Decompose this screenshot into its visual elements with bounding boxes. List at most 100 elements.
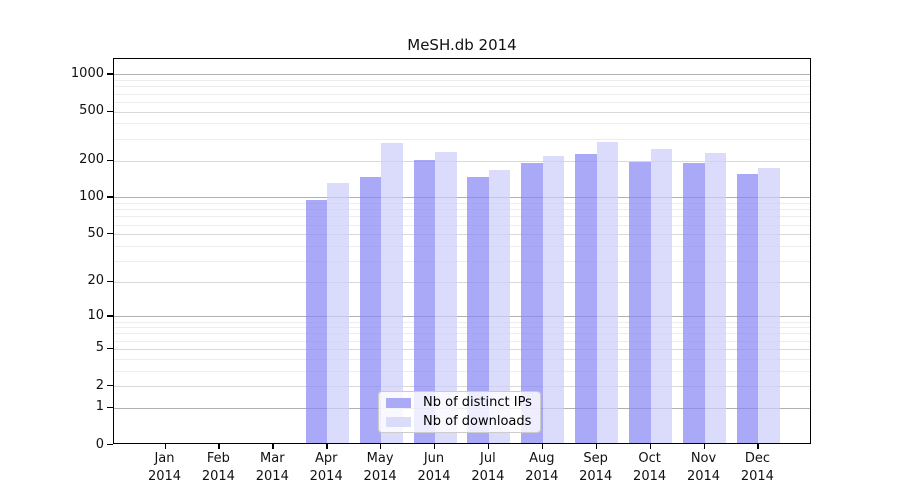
gridline [114,209,810,211]
gridline [114,358,810,360]
gridline [114,333,810,335]
gridline [114,74,810,76]
y-tick-label: 50 [87,225,104,241]
x-tick-month: Oct [638,451,661,466]
y-tick-label: 1 [95,399,104,415]
y-tick-mark [107,196,113,198]
gridline [114,245,810,247]
y-tick-mark [107,315,113,317]
x-tick-month: Aug [529,451,555,466]
y-tick-mark [107,233,113,235]
x-tick-year: 2014 [363,469,397,484]
y-tick-label: 200 [79,152,104,167]
legend: Nb of distinct IPs Nb of downloads [378,391,541,433]
gridline [114,80,810,81]
x-tick-mark [487,444,490,449]
legend-label-distinct-ips: Nb of distinct IPs [423,395,532,410]
legend-label-downloads: Nb of downloads [423,414,532,429]
x-tick-mark [649,444,651,449]
y-tick-label: 5 [95,340,104,356]
gridline [114,216,810,218]
bar-downloads-jun [435,152,457,443]
gridline [114,101,810,103]
bar-ips-aug [521,163,543,443]
x-tick-label: Mar 2014 [236,450,308,486]
y-tick-mark [107,280,113,283]
x-tick-label: Apr 2014 [290,450,362,486]
gridline [114,138,810,140]
y-tick-mark [107,347,113,350]
x-tick-year: 2014 [525,469,559,484]
legend-item-downloads: Nb of downloads [386,414,540,430]
y-tick-label: 2 [95,377,104,393]
x-tick-year: 2014 [147,469,182,484]
x-tick-mark [434,444,436,449]
bar-downloads-aug [542,156,565,443]
gridline [114,123,810,125]
y-tick-label: 20 [87,273,104,289]
x-tick-month: Sep [583,451,608,466]
x-tick-year: 2014 [255,469,289,484]
x-tick-label: May 2014 [344,450,416,486]
y-tick-mark [107,73,113,75]
x-tick-mark [380,444,382,449]
x-tick-year: 2014 [417,469,451,484]
x-tick-month: Apr [314,451,338,466]
gridline [114,386,810,388]
x-tick-year: 2014 [740,469,774,484]
x-tick-mark [757,444,759,449]
x-tick-label: Sep 2014 [560,450,632,486]
x-tick-mark [595,444,598,449]
gridline [114,327,810,329]
x-tick-label: Dec 2014 [721,450,793,486]
x-tick-month: Nov [690,451,717,466]
x-tick-label: Feb 2014 [182,450,254,486]
gridline [114,224,810,226]
gridline [114,281,810,283]
y-tick-mark [107,110,113,112]
x-tick-mark [326,444,328,449]
gridline [114,197,810,199]
y-tick-mark [107,385,113,387]
x-tick-month: Feb [206,451,230,466]
gridline [114,370,810,372]
x-tick-mark [703,444,705,449]
gridline [114,321,810,323]
x-tick-label: Aug 2014 [506,450,578,486]
x-tick-label: Nov 2014 [668,450,740,486]
bar-ips-dec [736,173,759,443]
legend-item-distinct-ips: Nb of distinct IPs [386,395,540,411]
x-tick-month: Dec [744,451,770,466]
gridline [114,160,810,162]
x-tick-mark [541,444,544,449]
x-tick-month: Jun [423,451,445,466]
bar-downloads-apr [327,183,349,443]
x-tick-year: 2014 [686,469,721,484]
legend-swatch-distinct-ips [386,397,411,408]
bar-ips-apr [305,199,328,443]
y-tick-label: 0 [95,436,104,452]
bar-downloads-may [381,143,403,443]
y-tick-label: 10 [87,307,104,323]
x-tick-label: Jun 2014 [398,450,470,486]
y-tick-label: 100 [79,188,104,204]
x-tick-year: 2014 [471,469,505,484]
gridline [114,86,810,88]
x-tick-mark [218,444,220,449]
bar-ips-oct [629,161,651,443]
x-tick-mark [272,444,274,449]
bar-ips-jul [467,177,489,443]
gridline [114,316,810,318]
bar-ips-may [359,177,382,443]
x-tick-month: May [366,451,394,466]
y-tick-mark [107,444,113,446]
bar-downloads-oct [650,148,673,443]
x-tick-month: Jul [480,451,496,466]
gridline [114,260,810,262]
plot-area [113,58,811,444]
bar-ips-nov [683,163,705,443]
x-tick-label: Jan 2014 [129,450,201,486]
gridline [114,348,810,350]
y-tick-label: 1000 [70,65,104,81]
